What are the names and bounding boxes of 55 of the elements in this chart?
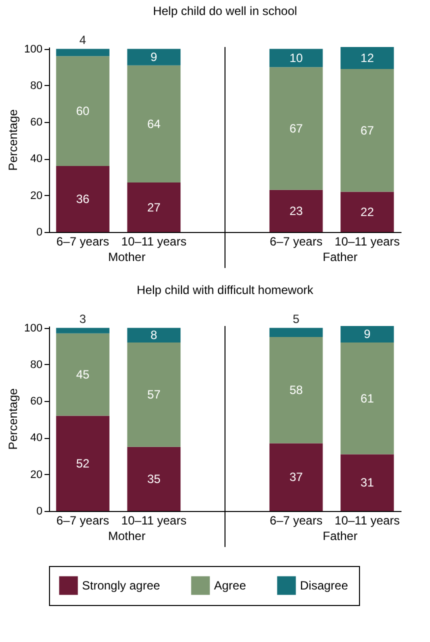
y-tick-label: 40 bbox=[30, 153, 42, 166]
data-label: 3 bbox=[79, 312, 86, 326]
x-tick-label: 6–7 years bbox=[56, 514, 110, 528]
legend-label: Disagree bbox=[300, 578, 348, 593]
data-label: 8 bbox=[150, 328, 158, 342]
chart-title: Help child do well in school bbox=[152, 4, 298, 18]
data-label: 64 bbox=[147, 116, 161, 131]
data-label: 23 bbox=[289, 204, 304, 218]
y-tick-label: 60 bbox=[30, 116, 42, 129]
x-tick-label: 10–11 years bbox=[121, 514, 186, 528]
data-label: 36 bbox=[76, 192, 90, 206]
data-label: 37 bbox=[289, 470, 304, 484]
data-label: 4 bbox=[79, 32, 86, 47]
x-tick-label: 10–11 years bbox=[334, 234, 400, 248]
y-tick-label: 20 bbox=[30, 190, 42, 202]
y-tick-label: 0 bbox=[36, 506, 42, 518]
chart-title: Help child with difficult homework bbox=[136, 282, 314, 297]
y-axis-title: Percentage bbox=[6, 108, 20, 171]
data-label: 67 bbox=[360, 123, 374, 138]
text: Mother bbox=[108, 529, 146, 543]
data-label: 45 bbox=[76, 368, 90, 382]
y-tick-label: 80 bbox=[30, 80, 42, 92]
x-tick-label: 6–7 years bbox=[270, 514, 322, 528]
data-label: 9 bbox=[364, 327, 371, 342]
data-label: 22 bbox=[360, 204, 374, 219]
y-tick-label: 80 bbox=[30, 358, 42, 371]
data-label: 5 bbox=[292, 312, 300, 326]
data-label: 67 bbox=[289, 122, 304, 136]
y-tick-label: 0 bbox=[36, 226, 42, 238]
x-tick-label: 10–11 years bbox=[121, 234, 186, 248]
data-label: 31 bbox=[360, 476, 374, 490]
legend-label: Strongly agree bbox=[82, 578, 160, 593]
data-label: 60 bbox=[76, 104, 90, 118]
y-tick-label: 100 bbox=[24, 43, 42, 56]
data-label: 61 bbox=[360, 391, 374, 406]
text: Mother bbox=[108, 250, 146, 264]
data-label: 35 bbox=[147, 472, 161, 486]
text: Father bbox=[322, 250, 358, 264]
data-label: 27 bbox=[147, 200, 161, 214]
data-label: 12 bbox=[360, 50, 374, 65]
x-tick-label: 6–7 years bbox=[56, 234, 110, 248]
y-tick-label: 20 bbox=[30, 468, 42, 481]
legend-label: Agree bbox=[214, 578, 246, 593]
text: Father bbox=[322, 529, 358, 543]
y-axis-title: Percentage bbox=[6, 388, 20, 450]
y-tick-label: 60 bbox=[30, 396, 42, 408]
data-label: 58 bbox=[289, 383, 304, 398]
x-tick-label: 10–11 years bbox=[334, 514, 400, 528]
y-tick-label: 40 bbox=[30, 432, 42, 444]
x-tick-label: 6–7 years bbox=[270, 234, 322, 248]
y-tick-label: 100 bbox=[24, 322, 42, 334]
data-label: 57 bbox=[147, 388, 161, 402]
data-label: 52 bbox=[76, 456, 90, 470]
data-label: 10 bbox=[289, 50, 304, 65]
data-label: 9 bbox=[150, 50, 158, 64]
